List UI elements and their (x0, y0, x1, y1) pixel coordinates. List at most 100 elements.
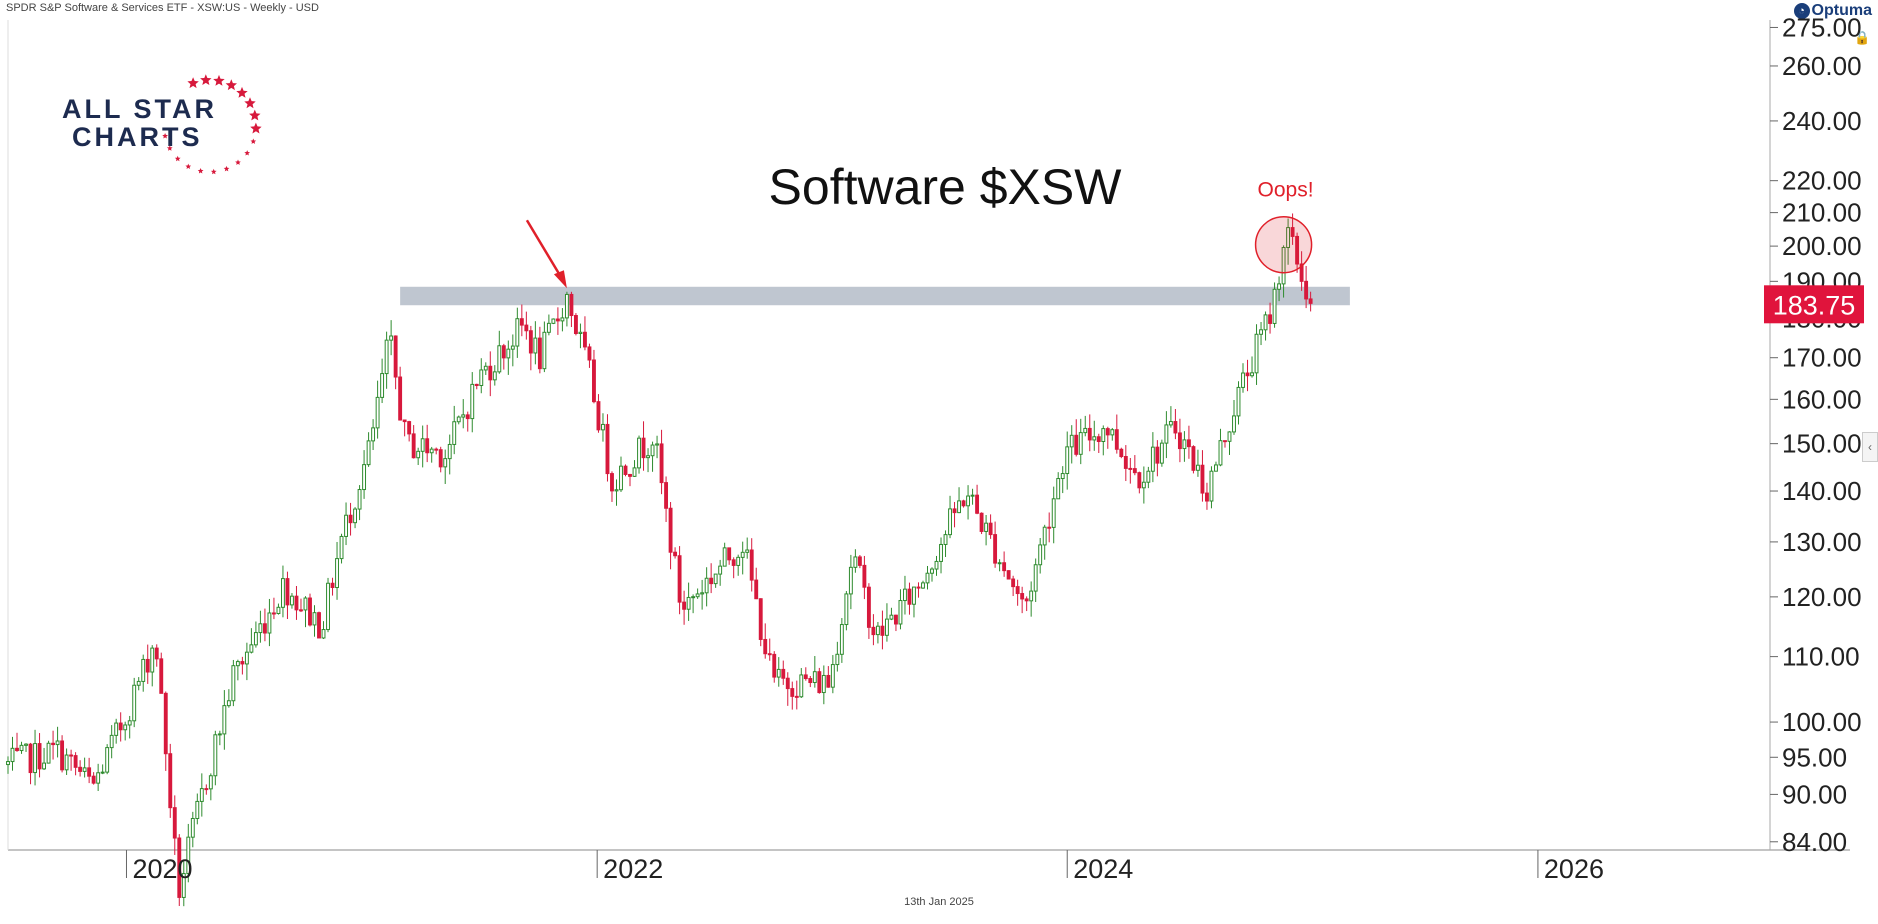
candle (96, 763, 101, 791)
candle (55, 726, 60, 758)
candle (506, 340, 511, 375)
candle (488, 351, 493, 397)
candle (190, 811, 195, 848)
candle (686, 582, 691, 621)
candle (1015, 579, 1020, 606)
candle (42, 747, 47, 771)
candle (614, 479, 619, 506)
candle (1241, 363, 1245, 393)
candle (109, 725, 114, 759)
brand[interactable]: ◔ Optuma (1793, 2, 1872, 20)
candle (303, 596, 308, 628)
star-icon (200, 74, 212, 85)
candle (1186, 425, 1191, 459)
candle (461, 399, 466, 429)
candle (619, 456, 623, 492)
candle (650, 441, 655, 472)
candle (1200, 450, 1205, 502)
candle (217, 730, 222, 746)
candle (1272, 282, 1277, 328)
candle (637, 435, 641, 474)
logo-stars (162, 74, 262, 175)
candle (1042, 524, 1047, 560)
candle (15, 732, 19, 752)
candle (1173, 408, 1178, 440)
candle (709, 563, 714, 594)
candle (857, 554, 862, 569)
candle (898, 589, 903, 630)
star-icon (210, 168, 217, 175)
candle (655, 435, 659, 459)
candle (497, 330, 502, 374)
candle (1227, 431, 1232, 455)
star-icon (223, 165, 230, 172)
candle (821, 665, 826, 705)
lock-icon[interactable]: 🔒 (1854, 30, 1871, 45)
candle (163, 691, 168, 771)
candle (1250, 356, 1254, 378)
y-tick-label: 130.00 (1782, 527, 1862, 557)
x-tick-label: 2024 (1073, 854, 1133, 884)
candle (993, 521, 998, 568)
candle (839, 618, 844, 663)
candle (1123, 445, 1128, 482)
star-icon (244, 97, 256, 109)
candle (69, 749, 74, 771)
candle (357, 485, 362, 521)
candle (456, 415, 461, 425)
candle (308, 593, 312, 627)
star-icon (225, 79, 237, 91)
candle (510, 334, 515, 367)
candle (1254, 324, 1259, 385)
candle (46, 740, 51, 764)
candle (141, 654, 146, 692)
candle (848, 554, 853, 610)
candle (492, 365, 497, 386)
candle (578, 323, 583, 349)
candle (1286, 218, 1291, 265)
candle (632, 460, 637, 477)
candle (1236, 381, 1241, 425)
candle (326, 577, 330, 633)
candle (231, 659, 236, 707)
candle (1263, 311, 1268, 341)
candle (154, 644, 159, 667)
y-tick-label: 140.00 (1782, 476, 1862, 506)
candle (1065, 431, 1070, 490)
candle (984, 514, 989, 546)
candle (1078, 418, 1083, 465)
candle (853, 549, 858, 573)
instrument-header: SPDR S&P Software & Services ETF - XSW:U… (6, 2, 319, 14)
candle (407, 420, 412, 442)
candle (470, 372, 475, 433)
candle (727, 547, 732, 565)
candle (1268, 302, 1272, 334)
candle (916, 582, 921, 598)
candle (28, 742, 33, 785)
candle (384, 331, 389, 389)
candle (713, 573, 718, 588)
candle (1002, 551, 1007, 577)
candle (1159, 439, 1164, 467)
arrow-line (525, 219, 564, 281)
candle (970, 488, 975, 505)
candle (1029, 581, 1034, 617)
candle (582, 316, 587, 351)
candle (465, 411, 470, 432)
candle (776, 657, 781, 687)
candle (1299, 251, 1304, 291)
candle (226, 689, 231, 708)
y-tick-label: 220.00 (1782, 166, 1862, 196)
candle (64, 748, 69, 775)
candle (1114, 414, 1119, 454)
candle (767, 638, 772, 661)
candle (560, 308, 565, 332)
candle (758, 598, 763, 647)
candle (646, 448, 650, 473)
candle (921, 580, 925, 589)
candle (794, 680, 799, 710)
candle (1074, 419, 1079, 457)
candle (479, 358, 484, 394)
